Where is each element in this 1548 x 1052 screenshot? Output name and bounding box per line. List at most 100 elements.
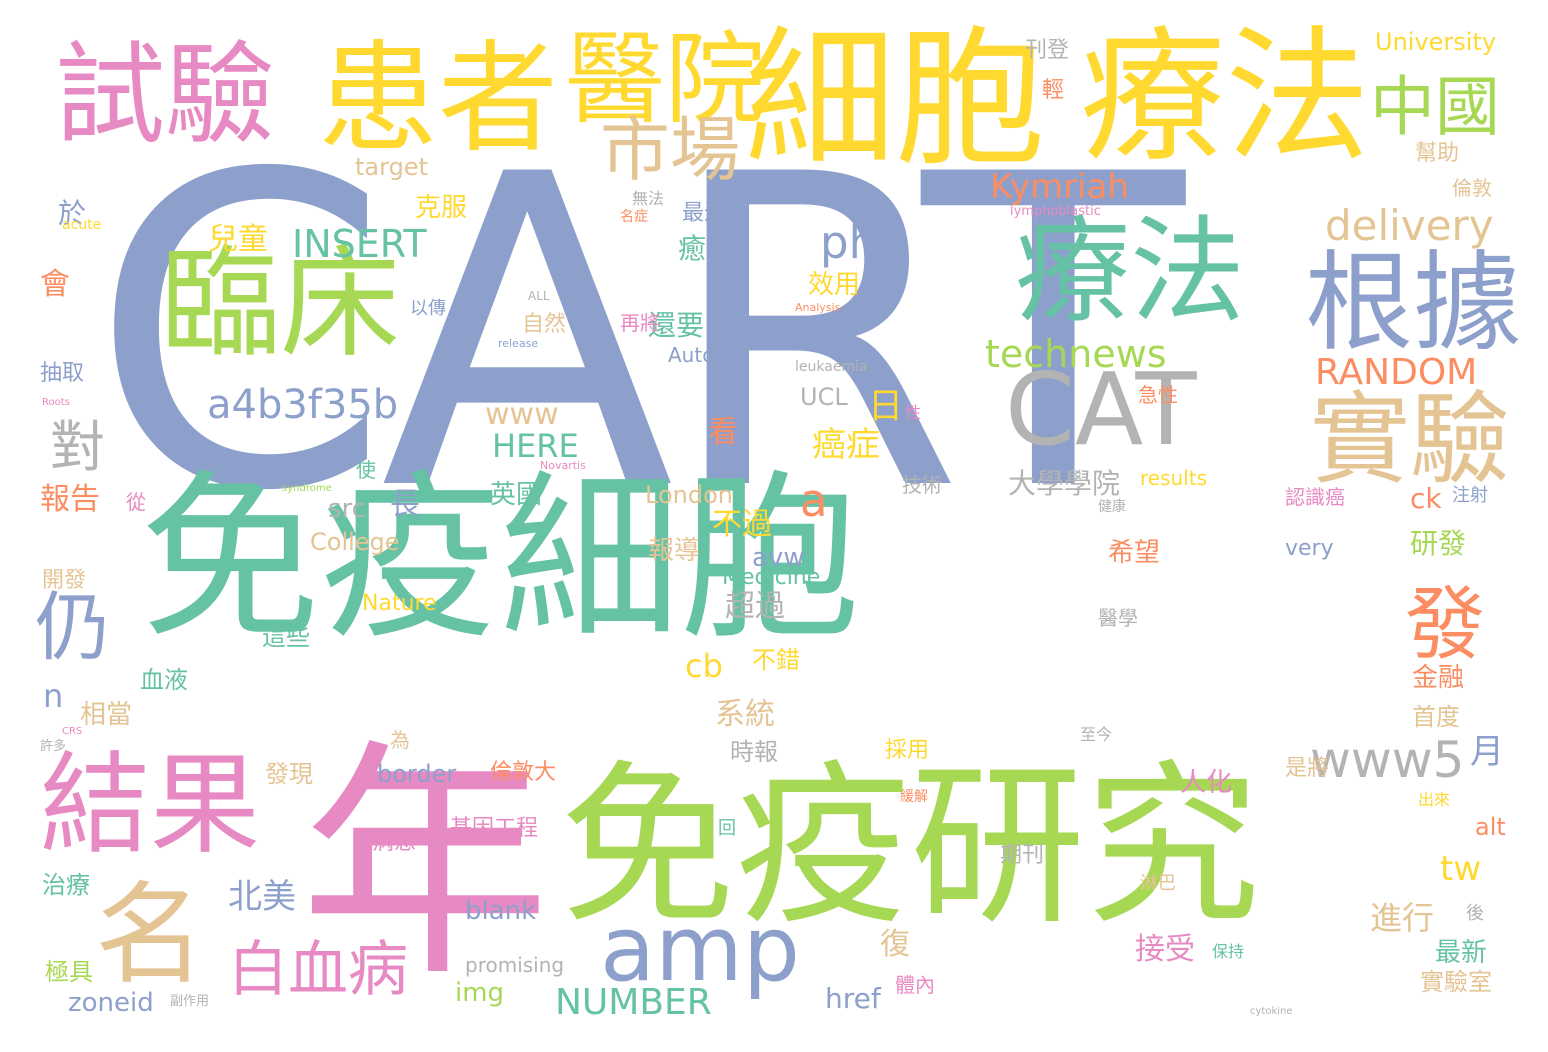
word-target: target: [355, 153, 428, 181]
word-kymriah: Kymriah: [990, 167, 1129, 207]
word-insert: INSERT: [292, 222, 427, 266]
word-xiaoyong: 效用: [808, 270, 861, 300]
word-bucuo: 不錯: [752, 646, 800, 674]
word-university: University: [1375, 28, 1497, 56]
word-a4b3f35b: a4b3f35b: [207, 382, 399, 428]
word-bingxuan: 病患: [372, 830, 417, 855]
word-shi: 使: [356, 458, 376, 482]
word-src: src: [328, 494, 366, 524]
word-lundunda: 倫敦大: [490, 760, 557, 785]
word-daxuexueyuan: 大學學院: [1008, 467, 1121, 500]
word-baochi: 保持: [1212, 942, 1245, 961]
word-baixuebing: 白血病: [228, 935, 408, 1005]
word-href: href: [825, 982, 881, 1015]
word-xueye: 血液: [140, 666, 188, 694]
word-shiyan_test: 試驗: [55, 31, 275, 159]
word-all: ALL: [528, 289, 550, 303]
word-crs: CRS: [62, 726, 83, 737]
word-rencai: 人化: [1180, 768, 1233, 798]
word-nian: 年: [300, 719, 550, 1010]
word-xingbie: 性: [905, 403, 922, 422]
word-huanzhe: 患者: [318, 30, 558, 169]
word-aizheng: 癌症: [812, 425, 880, 465]
word-jixu: 急性: [1138, 383, 1178, 407]
word-qikan: 期刊: [1000, 843, 1045, 868]
word-faxian: 發現: [265, 760, 313, 788]
word-cytokine: cytokine: [1250, 1006, 1293, 1017]
word-avw: avw: [752, 543, 805, 573]
word-weiyu: 為: [390, 728, 410, 752]
word-zuixin: 最新: [1435, 938, 1488, 968]
word-college: College: [310, 528, 400, 556]
word-zaijiang: 再將: [620, 311, 660, 335]
word-jiyin: 基因工程: [450, 816, 539, 841]
word-novartis: Novartis: [540, 459, 586, 472]
word-hui: 會: [40, 267, 70, 302]
word-mianyi_yanjiu: 免疫研究: [560, 746, 1260, 949]
word-beimei: 北美: [228, 877, 296, 917]
word-amp: amp: [600, 897, 800, 1002]
word-acute: acute: [62, 217, 102, 233]
word-zoneid: zoneid: [68, 988, 154, 1018]
word-technews: technews: [985, 332, 1167, 376]
word-jiju: 極具: [45, 958, 93, 986]
word-img: img: [455, 978, 505, 1008]
word-zhang: 長: [390, 487, 420, 522]
word-shiyanshi: 實驗室: [1420, 968, 1492, 996]
word-roots: Roots: [42, 397, 70, 408]
word-jinrong: 金融: [1412, 663, 1465, 693]
word-ertong: 兒童: [208, 222, 268, 257]
word-yingguo: 英國: [490, 480, 543, 510]
word-liaofa_top: 療法: [1080, 13, 1370, 182]
word-zhexie: 這些: [262, 623, 310, 651]
word-alt: alt: [1475, 813, 1506, 841]
word-yiyuan: 醫院: [565, 21, 765, 138]
word-yiwei: 以傳: [410, 298, 446, 319]
word-cat: CAT: [1005, 351, 1197, 468]
word-reng: 仍: [35, 583, 111, 671]
word-shijiang: 是將: [1285, 756, 1330, 781]
word-www: www: [485, 397, 559, 432]
word-linba: 淋巴: [1140, 873, 1176, 894]
word-mianyi_xibao: 免疫細胞: [140, 455, 861, 664]
word-kaifa: 開發: [42, 568, 87, 593]
word-xibao: 細胞: [745, 13, 1046, 187]
word-random: RANDOM: [1315, 352, 1478, 393]
word-lymphoblastic: lymphoblastic: [1010, 204, 1101, 219]
word-shiyan_exp: 實驗: [1310, 381, 1510, 498]
word-chouqu: 抽取: [40, 361, 85, 386]
word-lunjiao: 倫敦: [1452, 176, 1492, 200]
word-jiankang: 健康: [1098, 499, 1126, 515]
word-xiwang: 希望: [1108, 538, 1161, 568]
word-www5: www5: [1310, 731, 1465, 789]
word-xuduo: 許多: [40, 739, 67, 754]
word-kan: 看: [708, 415, 738, 450]
word-tinei: 體內: [895, 973, 935, 997]
word-syndrome: syndrome: [282, 483, 332, 494]
word-kanzhuo: 刊登: [1025, 38, 1070, 63]
word-analysis: Analysis: [795, 301, 841, 314]
word-dui: 對: [50, 415, 106, 479]
word-nature: Nature: [362, 591, 437, 616]
word-chaoguo: 超過: [725, 589, 785, 624]
word-renzhi: 認識癌: [1285, 485, 1345, 509]
word-ziran: 自然: [522, 312, 567, 337]
word-bangzhu: 幫助: [1415, 141, 1460, 166]
word-jishu: 技術: [902, 473, 942, 497]
word-cb: cb: [685, 647, 723, 685]
word-huan: 緩解: [900, 789, 928, 805]
word-very: very: [1285, 536, 1334, 561]
word-liaofa_mid: 療法: [1015, 205, 1246, 339]
word-london: London: [645, 481, 733, 509]
word-zhiliao: 治療: [42, 871, 90, 899]
word-linchuang: 臨床: [160, 235, 400, 374]
word-shoudu: 首度: [1412, 703, 1460, 731]
word-hui2: 回: [718, 818, 736, 839]
word-yixue: 醫學: [1098, 606, 1138, 630]
word-kefu: 克服: [415, 193, 468, 223]
word-caiyong: 採用: [885, 738, 930, 763]
word-ming: 名: [95, 871, 205, 999]
word-border: border: [377, 760, 457, 788]
word-number: NUMBER: [555, 982, 712, 1023]
